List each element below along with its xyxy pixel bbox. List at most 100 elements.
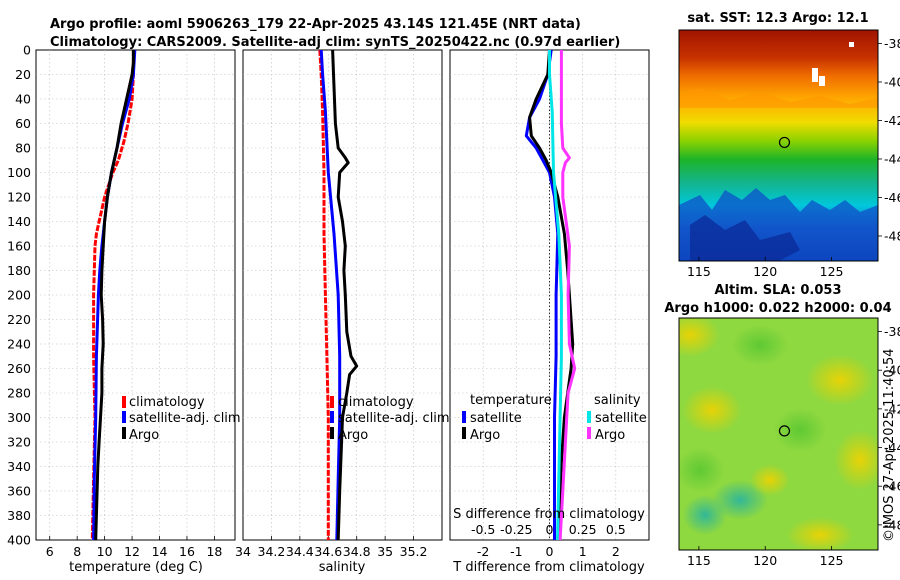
depth-tick-label: 280	[7, 386, 31, 401]
sst-cloud-mask	[812, 68, 818, 82]
temperature-gridlines	[36, 50, 235, 540]
salinity-series	[318, 49, 359, 541]
x-tick-label: 34.8	[343, 544, 371, 559]
sla-anomaly	[806, 354, 874, 406]
x-tick-label: 6	[46, 544, 54, 559]
sst-warm-band	[679, 88, 878, 108]
sla-anomaly	[679, 448, 724, 492]
x-tick-label: 18	[206, 544, 222, 559]
depth-tick-label: 400	[7, 533, 31, 548]
lon-tick-label: 120	[753, 553, 777, 568]
depth-tick-label: 80	[15, 141, 31, 156]
x-tick-label: 12	[124, 544, 140, 559]
temperature-panel: 0 20 40 60 80 100 120 140 160 180 200 220 240 260 280 3…	[7, 43, 240, 576]
figure-title-line2: Climatology: CARS2009. Satellite-adj cli…	[50, 35, 620, 50]
lat-tick-label: -40	[884, 74, 900, 89]
legend-swatch-argo	[330, 427, 334, 439]
depth-tick-label: 20	[15, 67, 31, 82]
t-difference-tick-labels: -2 -1 0 1 2	[477, 544, 620, 559]
x-tick-label: 1	[579, 544, 587, 559]
series-line-climatology	[318, 49, 330, 540]
legend-swatch-satellite-adj	[330, 411, 334, 423]
depth-tick-label: 380	[7, 508, 31, 523]
depth-tick-label: 320	[7, 435, 31, 450]
series-line-temperature-argo	[528, 49, 575, 540]
depth-tick-label: 200	[7, 288, 31, 303]
legend-label-sal-argo: Argo	[595, 428, 625, 443]
x-tick-label: 34	[235, 544, 251, 559]
temperature-legend: climatology satellite-adj. clim Argo	[122, 395, 241, 443]
s-tick-label: -0.25	[500, 522, 532, 537]
sla-anomaly	[732, 325, 788, 365]
sla-latitude-tick-labels: -38 -40 -42 -44 -46 -48	[878, 324, 900, 532]
s-tick-label: 0	[546, 522, 554, 537]
legend-label-satellite-adj: satellite-adj. clim	[129, 411, 241, 426]
sla-anomaly	[679, 318, 720, 357]
depth-tick-label: 220	[7, 312, 31, 327]
x-tick-label: 34.2	[258, 544, 286, 559]
legend-label-argo: Argo	[129, 428, 159, 443]
x-tick-label: 34.4	[286, 544, 314, 559]
legend-label-argo: Argo	[338, 428, 368, 443]
lon-tick-label: 125	[820, 553, 844, 568]
depth-tick-label: 140	[7, 214, 31, 229]
sst-cloud-mask	[849, 42, 854, 47]
x-tick-label: 10	[97, 544, 113, 559]
depth-tick-label: 360	[7, 484, 31, 499]
series-line-salinity-satellite	[548, 50, 563, 541]
depth-tick-label: 160	[7, 239, 31, 254]
difference-gridlines	[450, 50, 649, 540]
x-tick-label: 16	[179, 544, 195, 559]
x-tick-label: 14	[152, 544, 168, 559]
depth-tick-label: 100	[7, 165, 31, 180]
temperature-series	[90, 49, 137, 541]
x-tick-label: -2	[477, 544, 489, 559]
lon-tick-label: 125	[820, 264, 844, 279]
legend-label-temp-satellite: satellite	[470, 411, 522, 426]
sla-anomaly	[786, 517, 854, 550]
s-difference-label: S difference from climatology	[453, 507, 645, 522]
lat-tick-label: -44	[884, 440, 900, 455]
lat-tick-label: -48	[884, 517, 900, 532]
sla-map: -38 -40 -42 -44 -46 -48 115 120 125	[678, 317, 900, 568]
legend-swatch-temp-satellite	[462, 411, 466, 423]
sla-anomaly	[682, 386, 742, 434]
temperature-tick-labels: 6 8 10 12 14 16 18	[46, 544, 223, 559]
legend-label-sal-satellite: satellite	[595, 411, 647, 426]
salinity-gridlines	[242, 50, 442, 540]
depth-tick-label: 120	[7, 190, 31, 205]
depth-tick-label: 340	[7, 459, 31, 474]
legend-swatch-temp-argo	[462, 427, 466, 439]
series-line-argo	[331, 49, 359, 541]
temperature-xlabel: temperature (deg C)	[69, 560, 203, 575]
lat-tick-label: -38	[884, 324, 900, 339]
sst-map: -38 -40 -42 -44 -46 -48 115 120 125	[678, 29, 900, 279]
legend-swatch-sal-satellite	[587, 411, 591, 423]
lat-tick-label: -46	[884, 190, 900, 205]
lat-tick-label: -42	[884, 401, 900, 416]
lat-tick-label: -46	[884, 479, 900, 494]
depth-tick-label: 0	[23, 43, 31, 58]
legend-heading-salinity: salinity	[594, 393, 641, 408]
depth-tick-label: 180	[7, 263, 31, 278]
legend-label-satellite-adj: satellite-adj. clim	[338, 411, 450, 426]
sst-longitude-tick-labels: 115 120 125	[687, 257, 844, 279]
argo-location-marker	[778, 136, 791, 149]
salinity-tick-labels: 34 34.2 34.4 34.6 34.8 35 35.2	[235, 544, 427, 559]
series-line-satellite-adj-clim	[319, 49, 342, 541]
series-line-salinity-argo	[558, 50, 577, 541]
series-line-argo	[94, 50, 135, 541]
figure-title-line1: Argo profile: aoml 5906263_179 22-Apr-20…	[50, 17, 581, 32]
sla-anomaly	[774, 408, 826, 452]
argo-location-marker	[778, 425, 791, 437]
sst-latitude-tick-labels: -38 -40 -42 -44 -46 -48	[878, 36, 900, 243]
s-tick-label: 0.25	[569, 522, 597, 537]
difference-series	[524, 49, 577, 541]
depth-tick-label: 240	[7, 337, 31, 352]
s-tick-label: 0.5	[606, 522, 626, 537]
salinity-legend: climatology satellite-adj. clim Argo	[330, 395, 450, 443]
legend-swatch-climatology	[122, 396, 126, 408]
sla-map-frame	[678, 317, 879, 551]
difference-legend: temperature satellite Argo salinity sate…	[462, 393, 647, 443]
